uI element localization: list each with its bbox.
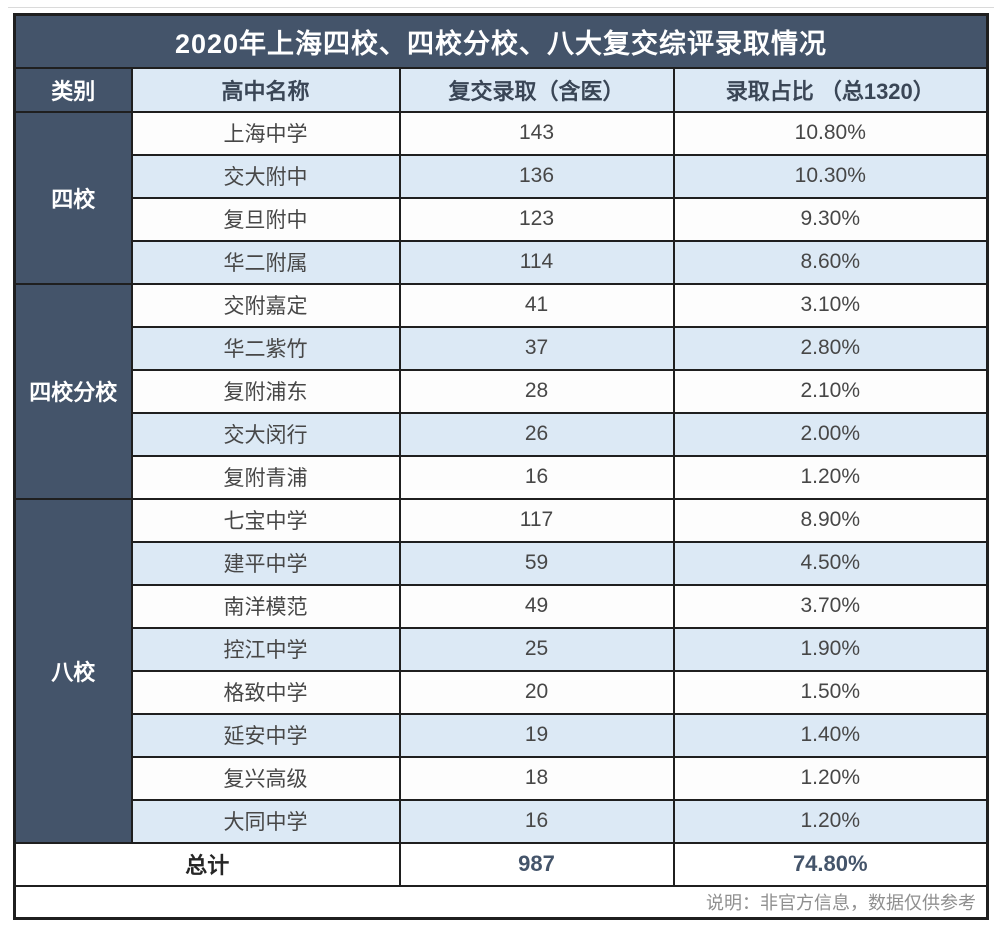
- total-count-cell: 987: [398, 841, 675, 887]
- percent-cell: 1.20%: [672, 755, 989, 801]
- title-row: 2020年上海四校、四校分校、八大复交综评录取情况: [13, 13, 989, 69]
- school-name-cell: 延安中学: [130, 712, 401, 758]
- percent-cell: 3.70%: [672, 583, 989, 629]
- school-name-cell: 上海中学: [130, 110, 401, 156]
- table-title: 2020年上海四校、四校分校、八大复交综评录取情况: [13, 13, 989, 69]
- column-header-percent: 录取占比 （总1320）: [672, 66, 989, 113]
- category-cell: 八校: [13, 497, 133, 844]
- percent-cell: 9.30%: [672, 196, 989, 242]
- school-name-cell: 华二紫竹: [130, 325, 401, 371]
- top-divider-line: [8, 7, 994, 8]
- count-cell: 49: [398, 583, 675, 629]
- category-cell: 四校: [13, 110, 133, 285]
- column-header-category: 类别: [13, 66, 133, 113]
- table-row: 四校 上海中学 143 10.80%: [13, 110, 989, 285]
- count-cell: 114: [398, 239, 675, 285]
- percent-cell: 4.50%: [672, 540, 989, 586]
- count-cell: 20: [398, 669, 675, 715]
- table-note: 说明：非官方信息，数据仅供参考: [13, 884, 989, 920]
- table-row: 大同中学 16 1.20%: [15, 798, 989, 844]
- column-header-count: 复交录取（含医）: [398, 66, 675, 113]
- school-name-cell: 交大附中: [130, 153, 401, 199]
- count-cell: 25: [398, 626, 675, 672]
- percent-cell: 2.10%: [672, 368, 989, 414]
- category-cell: 四校分校: [13, 282, 133, 500]
- footer-row: 说明：非官方信息，数据仅供参考: [13, 884, 989, 920]
- percent-cell: 1.20%: [672, 798, 989, 844]
- total-row: 总计 987 74.80%: [13, 841, 989, 887]
- table-row: 交大闵行 26 2.00%: [15, 411, 989, 457]
- table-row: 八校 七宝中学 117 8.90%: [13, 497, 989, 844]
- percent-cell: 1.50%: [672, 669, 989, 715]
- percent-cell: 8.60%: [672, 239, 989, 285]
- header-row: 类别 高中名称 复交录取（含医） 录取占比 （总1320）: [13, 66, 989, 113]
- school-name-cell: 复兴高级: [130, 755, 401, 801]
- total-percent-cell: 74.80%: [672, 841, 989, 887]
- total-label-cell: 总计: [13, 841, 401, 887]
- table-row: 四校分校 交附嘉定 41 3.10%: [13, 282, 989, 500]
- table-row: 华二附属 114 8.60%: [15, 239, 989, 285]
- percent-cell: 3.10%: [672, 282, 989, 328]
- percent-cell: 1.20%: [672, 454, 989, 500]
- percent-cell: 10.80%: [672, 110, 989, 156]
- percent-cell: 2.80%: [672, 325, 989, 371]
- admission-table: 2020年上海四校、四校分校、八大复交综评录取情况 类别 高中名称 复交录取（含…: [13, 13, 990, 920]
- count-cell: 123: [398, 196, 675, 242]
- school-name-cell: 复旦附中: [130, 196, 401, 242]
- count-cell: 16: [398, 454, 675, 500]
- school-name-cell: 交大闵行: [130, 411, 401, 457]
- count-cell: 18: [398, 755, 675, 801]
- count-cell: 37: [398, 325, 675, 371]
- school-name-cell: 建平中学: [130, 540, 401, 586]
- table-row: 华二紫竹 37 2.80%: [15, 325, 989, 371]
- percent-cell: 8.90%: [672, 497, 989, 543]
- school-name-cell: 七宝中学: [130, 497, 401, 543]
- school-name-cell: 交附嘉定: [130, 282, 401, 328]
- school-name-cell: 华二附属: [130, 239, 401, 285]
- table-row: 建平中学 59 4.50%: [15, 540, 989, 586]
- school-name-cell: 南洋模范: [130, 583, 401, 629]
- school-name-cell: 复附浦东: [130, 368, 401, 414]
- count-cell: 117: [398, 497, 675, 543]
- count-cell: 19: [398, 712, 675, 758]
- table-row: 延安中学 19 1.40%: [15, 712, 989, 758]
- percent-cell: 10.30%: [672, 153, 989, 199]
- table-row: 南洋模范 49 3.70%: [15, 583, 989, 629]
- table-row: 复附浦东 28 2.10%: [15, 368, 989, 414]
- table-row: 交大附中 136 10.30%: [15, 153, 989, 199]
- count-cell: 26: [398, 411, 675, 457]
- school-name-cell: 控江中学: [130, 626, 401, 672]
- percent-cell: 2.00%: [672, 411, 989, 457]
- school-name-cell: 格致中学: [130, 669, 401, 715]
- column-header-school: 高中名称: [130, 66, 401, 113]
- count-cell: 28: [398, 368, 675, 414]
- count-cell: 16: [398, 798, 675, 844]
- table-row: 复兴高级 18 1.20%: [15, 755, 989, 801]
- count-cell: 59: [398, 540, 675, 586]
- count-cell: 41: [398, 282, 675, 328]
- school-name-cell: 大同中学: [130, 798, 401, 844]
- count-cell: 143: [398, 110, 675, 156]
- table-row: 复附青浦 16 1.20%: [15, 454, 989, 500]
- table-row: 复旦附中 123 9.30%: [15, 196, 989, 242]
- table-row: 格致中学 20 1.50%: [15, 669, 989, 715]
- percent-cell: 1.90%: [672, 626, 989, 672]
- table-row: 控江中学 25 1.90%: [15, 626, 989, 672]
- school-name-cell: 复附青浦: [130, 454, 401, 500]
- percent-cell: 1.40%: [672, 712, 989, 758]
- count-cell: 136: [398, 153, 675, 199]
